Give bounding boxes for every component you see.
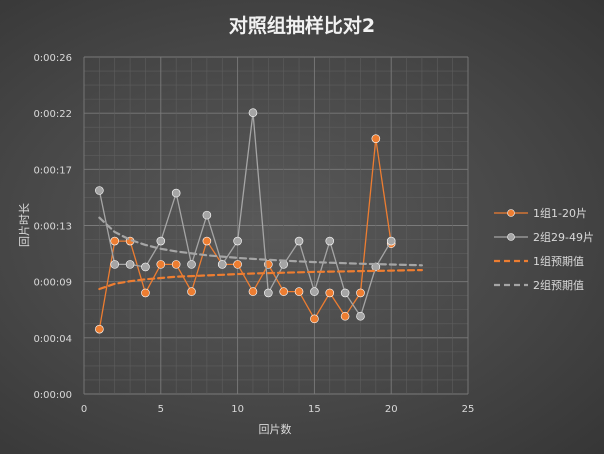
trendline-4	[98, 216, 423, 267]
data-point	[294, 236, 304, 246]
data-point	[171, 188, 181, 198]
data-point	[279, 287, 288, 296]
x-axis-title: 回片数	[259, 423, 292, 436]
legend-item: 2组29-49片	[494, 230, 594, 244]
data-point	[202, 210, 212, 220]
data-point	[110, 236, 120, 246]
x-tick-label: 10	[231, 404, 244, 415]
series-1	[95, 134, 396, 334]
y-axis-title: 回片时长	[18, 203, 31, 247]
series-line-2	[98, 112, 392, 318]
data-point	[141, 262, 150, 272]
y-tick-label: 0:00:26	[33, 53, 72, 64]
data-point	[371, 134, 381, 143]
chart-title: 对照组抽样比对2	[229, 14, 375, 37]
data-point	[248, 108, 258, 118]
x-tick-label: 15	[308, 404, 321, 415]
data-point	[156, 260, 166, 269]
x-axis-ticks: 0 5 10 15 20 25	[81, 404, 475, 415]
legend-item: 1组1-20片	[494, 206, 587, 220]
x-tick-label: 25	[462, 404, 475, 415]
series-3	[98, 269, 423, 291]
data-point	[125, 260, 135, 269]
data-point	[294, 287, 304, 296]
y-tick-label: 0:00:22	[33, 109, 72, 120]
x-tick-label: 20	[385, 404, 398, 415]
y-tick-label: 0:00:04	[33, 334, 72, 345]
x-tick-label: 0	[81, 404, 87, 415]
series-2	[95, 108, 396, 321]
y-tick-label: 0:00:13	[33, 222, 72, 233]
legend-label: 2组预期值	[533, 278, 584, 292]
data-point	[264, 288, 273, 298]
data-point	[217, 260, 227, 269]
trendline-3	[98, 269, 423, 291]
data-point	[187, 260, 196, 269]
data-point	[110, 260, 120, 269]
data-point	[248, 287, 258, 296]
series-line-1	[98, 138, 392, 330]
legend-item: 2组预期值	[494, 278, 584, 292]
legend-marker	[507, 233, 515, 241]
chart-gridlines	[83, 56, 469, 395]
legend-label: 2组29-49片	[533, 230, 594, 244]
plot-series	[95, 108, 423, 334]
data-point	[202, 236, 212, 246]
x-tick-label: 5	[158, 404, 164, 415]
data-point	[325, 288, 335, 298]
data-point	[233, 236, 242, 246]
legend-label: 1组1-20片	[533, 206, 587, 220]
data-point	[141, 288, 150, 298]
data-point	[156, 236, 166, 246]
data-point	[325, 236, 335, 246]
data-point	[187, 287, 196, 296]
data-point	[310, 287, 319, 296]
legend-label: 1组预期值	[533, 254, 584, 268]
data-point	[356, 288, 365, 298]
y-axis-ticks: 0:00:00 0:00:04 0:00:09 0:00:13 0:00:17 0:00:…	[33, 53, 72, 401]
y-tick-label: 0:00:09	[33, 278, 72, 289]
data-point	[356, 311, 365, 321]
series-4	[98, 216, 423, 267]
chart-legend: 1组1-20片 2组29-49片 1组预期值 2组预期值	[494, 206, 594, 292]
data-point	[310, 314, 319, 324]
data-point	[171, 260, 181, 269]
data-point	[340, 288, 350, 298]
data-point	[340, 311, 350, 321]
data-point	[386, 236, 396, 246]
data-point	[95, 324, 104, 334]
data-point	[233, 260, 242, 269]
y-tick-label: 0:00:17	[33, 165, 72, 176]
legend-marker	[507, 209, 515, 217]
y-tick-label: 0:00:00	[33, 390, 72, 401]
legend-item: 1组预期值	[494, 254, 584, 268]
data-point	[95, 186, 104, 195]
